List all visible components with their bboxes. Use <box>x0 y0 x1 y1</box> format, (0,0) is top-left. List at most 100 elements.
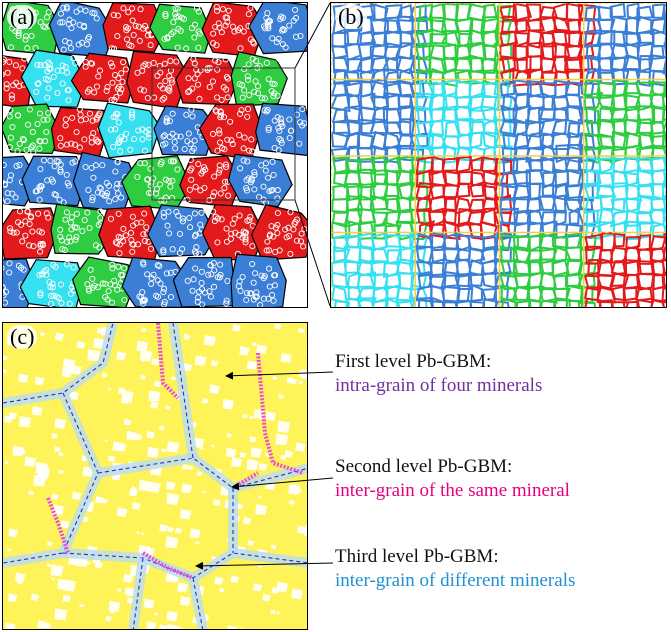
grain-cell <box>91 282 98 289</box>
grain-cell <box>253 289 260 296</box>
pore <box>71 491 82 500</box>
grain-cell <box>161 60 168 67</box>
grain-cell <box>122 232 129 239</box>
network-cell <box>638 133 655 151</box>
grain-cell <box>191 210 198 217</box>
grain-cell <box>44 76 51 83</box>
grain-cell <box>238 107 245 114</box>
grain-cell <box>263 247 270 254</box>
grain-cell <box>298 230 305 237</box>
pore <box>147 446 160 458</box>
network-cell <box>552 297 571 307</box>
grain-cell <box>167 269 174 276</box>
pore <box>165 404 172 410</box>
grain-cell <box>239 94 246 101</box>
pore <box>193 531 200 537</box>
grain-cell <box>210 40 217 47</box>
grain-cell <box>270 93 277 100</box>
network-cell <box>334 300 351 307</box>
grain-cell <box>160 213 168 220</box>
grain-cell <box>191 34 198 41</box>
network-cell <box>661 195 666 215</box>
pore <box>50 564 64 577</box>
grain-cell <box>16 208 24 215</box>
grain-cell <box>75 41 82 48</box>
network-cell <box>500 259 518 277</box>
grain-cell <box>114 158 121 165</box>
network-cell <box>331 271 348 289</box>
network-cell <box>470 156 484 172</box>
grain-cell <box>166 87 173 94</box>
grain-cell <box>251 171 258 179</box>
grain-cell <box>215 169 222 176</box>
pore <box>34 376 45 386</box>
grain-cell <box>81 136 88 143</box>
network-cell <box>613 232 626 248</box>
third-level-description: inter-grain of different minerals <box>335 570 576 591</box>
grain-cell <box>247 179 254 186</box>
grain-cell <box>132 22 139 29</box>
grain-cell <box>211 267 218 274</box>
pore <box>239 345 250 356</box>
grain-cell <box>36 196 43 203</box>
grain-cell <box>148 189 155 196</box>
network-cell <box>331 28 347 48</box>
grain-cell <box>15 29 22 36</box>
grain-cell <box>166 72 173 80</box>
grain-cell <box>252 293 259 300</box>
grain-cell <box>114 12 121 19</box>
pore <box>291 588 304 600</box>
grain-cell <box>34 80 41 87</box>
grain-cell <box>263 59 270 67</box>
network-cell <box>538 287 558 304</box>
pore <box>8 528 19 538</box>
grain-cell <box>89 60 96 67</box>
grain-cell <box>107 60 114 67</box>
grain-cell <box>109 63 116 70</box>
grain-cell <box>108 96 115 104</box>
grain-cell <box>260 183 267 190</box>
network-cell <box>332 156 351 175</box>
grain-cell <box>129 241 136 248</box>
grain-cell <box>248 175 255 182</box>
grain-cell <box>243 296 250 304</box>
network-cell <box>331 147 351 163</box>
pore <box>95 496 104 504</box>
grain-cell <box>186 214 193 222</box>
grain-cell <box>276 127 283 135</box>
pore <box>194 355 207 366</box>
pore <box>262 593 271 602</box>
grain-cell <box>244 106 252 113</box>
pore <box>104 438 109 442</box>
grain-cell <box>286 22 293 29</box>
pore <box>270 609 277 615</box>
grain-cell <box>115 210 122 217</box>
network-cell <box>623 118 640 136</box>
grain-cell <box>92 242 100 249</box>
grain-cell <box>44 177 51 184</box>
grain-cell <box>85 187 92 194</box>
network-cell <box>383 19 400 35</box>
grain-cell <box>148 280 155 287</box>
grain-cell <box>117 148 124 155</box>
grain-cell <box>154 262 161 269</box>
grain-cell <box>37 19 44 26</box>
network-cell <box>539 57 556 74</box>
grain-cell <box>117 89 124 96</box>
pore <box>54 608 68 621</box>
pore <box>166 610 179 622</box>
grain-cell <box>216 130 223 137</box>
grain-cell <box>176 249 183 257</box>
grain-cell <box>222 161 229 168</box>
grain-cell <box>45 85 52 92</box>
grain-cell <box>63 3 70 11</box>
grain-cell <box>103 179 110 186</box>
pore <box>195 540 201 545</box>
grain-cell <box>239 234 246 241</box>
network-cell <box>514 300 531 307</box>
network-cell <box>346 58 363 74</box>
grain-cell <box>169 158 177 165</box>
grain-cell <box>211 218 218 225</box>
grain-cell <box>247 213 254 220</box>
grain-cell <box>213 42 220 49</box>
